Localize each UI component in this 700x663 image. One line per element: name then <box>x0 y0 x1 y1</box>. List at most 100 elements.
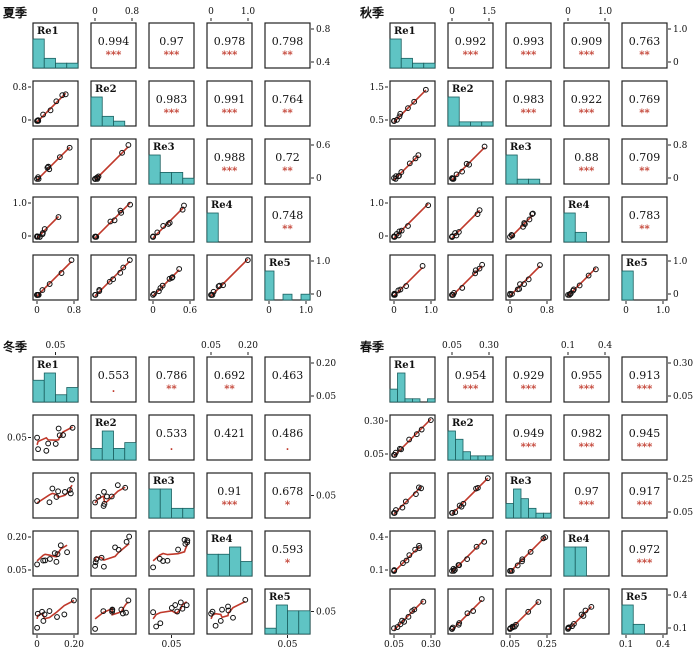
data-point <box>396 228 403 235</box>
correlation-value: 0.983 <box>513 93 545 106</box>
correlation-value: 0.463 <box>272 369 304 382</box>
correlation-value: 0.97 <box>159 35 184 48</box>
tick-label: 0 <box>378 232 384 242</box>
tick-label: 0 <box>34 306 40 316</box>
hist-bar <box>182 177 195 185</box>
tick-label: 0.4 <box>316 58 331 68</box>
data-point <box>220 282 226 289</box>
significance-stars: *** <box>521 50 537 61</box>
tick-label: 0.05 <box>7 434 27 444</box>
data-point <box>210 288 217 295</box>
data-point <box>179 605 186 612</box>
correlation-value: 0.992 <box>455 35 487 48</box>
correlation-value: 0.421 <box>214 427 246 440</box>
data-point <box>521 221 528 227</box>
significance-stars: *** <box>164 50 180 61</box>
data-point <box>509 232 516 239</box>
cell-frame <box>148 414 195 461</box>
data-point <box>46 608 53 614</box>
data-point <box>478 596 485 602</box>
correlation-value: 0.593 <box>272 543 304 556</box>
cell-frame <box>206 356 253 403</box>
cell-3-3: Re4 <box>206 530 253 577</box>
hist-bar <box>520 498 529 519</box>
cell-2-4: 0.709 ** <box>621 138 668 185</box>
data-point <box>150 564 156 571</box>
data-point <box>47 107 54 114</box>
cell-frame <box>148 356 195 403</box>
significance-stars: *** <box>222 50 238 61</box>
data-point <box>209 608 216 615</box>
cell-2-1 <box>447 138 494 185</box>
data-point <box>406 160 413 167</box>
cell-frame <box>505 414 552 461</box>
cell-4-0 <box>389 588 436 635</box>
tick-label: 0.8 <box>13 83 28 93</box>
data-point <box>391 509 398 516</box>
correlation-value: 0.994 <box>98 35 130 48</box>
data-point <box>100 563 107 570</box>
tick-label: 0 <box>673 290 679 300</box>
significance-stars: *** <box>637 442 653 453</box>
data-point <box>484 475 491 482</box>
data-point <box>127 201 134 208</box>
data-point <box>157 620 164 627</box>
significance-stars: *** <box>463 384 479 395</box>
hist-bar <box>447 430 456 461</box>
data-point <box>565 624 572 631</box>
cell-3-3: Re4 <box>563 196 610 243</box>
significance-stars: *** <box>579 384 595 395</box>
tick-label: 0.5 <box>370 116 385 126</box>
cell-4-0 <box>32 588 79 635</box>
cell-0-1: 0.994 *** <box>90 22 137 69</box>
cell-4-2 <box>148 254 195 301</box>
data-point <box>401 618 408 625</box>
tick-label: 1.0 <box>241 7 256 17</box>
data-point <box>117 269 124 276</box>
panel-2: 秋季 Re1 0.992 *** 0.993 *** 0.909 *** 0.763 ** Re2 0… <box>360 5 688 316</box>
data-point <box>449 509 456 516</box>
cell-frame <box>563 80 610 127</box>
correlation-value: 0.786 <box>156 369 188 382</box>
data-point <box>34 624 40 631</box>
hist-bar <box>455 438 464 461</box>
hist-bar <box>481 121 494 127</box>
tick-label: 1.0 <box>673 25 688 35</box>
variable-label: Re2 <box>452 418 474 429</box>
data-point <box>415 152 422 159</box>
data-point <box>537 262 543 268</box>
significance-stars: *** <box>637 500 653 511</box>
correlation-value: 0.929 <box>513 369 545 382</box>
cell-frame <box>621 196 668 243</box>
cell-3-2 <box>505 530 552 577</box>
tick-label: 0 <box>21 116 27 126</box>
hist-bar <box>621 270 634 301</box>
tick-label: 1.0 <box>656 306 671 316</box>
data-point <box>101 501 108 507</box>
significance-stars: *** <box>106 50 122 61</box>
data-point <box>114 482 121 489</box>
data-point <box>566 291 573 298</box>
data-point <box>93 556 100 563</box>
tick-label: 0.05 <box>316 492 336 502</box>
cell-frame <box>505 22 552 69</box>
significance-stars: . <box>170 442 173 453</box>
data-point <box>459 168 465 175</box>
cell-frame <box>264 356 311 403</box>
data-point <box>66 144 73 151</box>
tick-label: 0.05 <box>673 508 693 518</box>
cell-0-0: Re1 <box>389 356 436 403</box>
tick-label: 0 <box>316 174 322 184</box>
cell-frame <box>148 80 195 127</box>
cell-0-0: Re1 <box>389 22 436 69</box>
data-point <box>46 166 53 173</box>
panel-title: 秋季 <box>360 5 385 20</box>
data-point <box>242 596 249 603</box>
data-point <box>55 214 62 220</box>
correlation-value: 0.991 <box>214 93 246 106</box>
cell-2-3: 0.97 *** <box>563 472 610 519</box>
cell-4-2 <box>505 588 552 635</box>
data-point <box>403 557 410 564</box>
fit-line <box>36 484 73 504</box>
cell-4-0 <box>389 254 436 301</box>
